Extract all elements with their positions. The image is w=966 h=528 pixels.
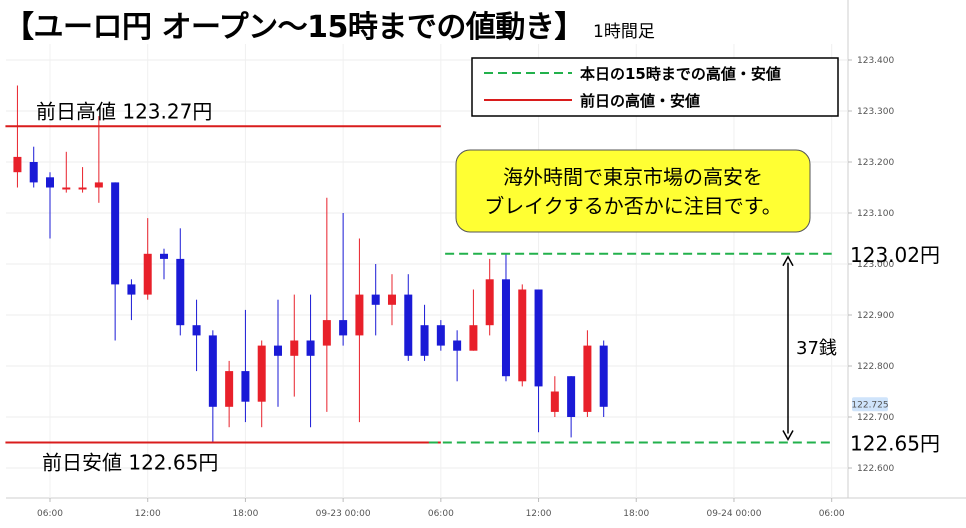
chart-subtitle: 1時間足: [593, 22, 655, 42]
candle-body: [273, 345, 282, 356]
x-tick-label: 12:00: [526, 509, 552, 519]
candle-body: [355, 294, 364, 336]
range-arrow-head-bottom: [782, 430, 794, 442]
candle-body: [436, 325, 445, 346]
today-high-label: 123.02円: [850, 243, 940, 267]
y-tick-label: 122.700: [857, 413, 894, 423]
candle-body: [485, 279, 494, 326]
candle-body: [159, 253, 168, 259]
prev-high-label: 前日高値 123.27円: [36, 99, 212, 123]
legend-label: 前日の高値・安値: [580, 92, 700, 110]
candle-body: [306, 340, 315, 356]
candle-body: [599, 345, 608, 407]
y-tick-label: 122.800: [857, 362, 894, 372]
legend-box: [471, 57, 839, 117]
chart-title-row: 【ユーロ円 オープン～15時までの値動き】 1時間足: [4, 2, 655, 45]
candle-body: [192, 325, 201, 336]
y-tick-label: 122.900: [857, 311, 894, 321]
candle-body: [469, 325, 478, 351]
callout-text-line: ブレイクするか否かに注目です。: [484, 194, 782, 218]
candle-body: [78, 187, 87, 190]
range-annotation: 37銭: [782, 255, 837, 442]
candle-body: [404, 294, 413, 356]
chart-title: 【ユーロ円 オープン～15時までの値動き】: [4, 10, 584, 45]
candle-body: [46, 177, 54, 188]
y-axis: 123.400 123.300 123.200 123.100 123.000 122.9…: [848, 56, 894, 474]
candle-body: [583, 345, 592, 412]
candle-body: [550, 391, 559, 412]
candle-body: [567, 376, 576, 417]
candle-body: [387, 294, 396, 305]
y-tick-label: 123.100: [857, 209, 894, 219]
prev-low-label: 前日安値 122.65円: [42, 451, 218, 475]
candle-body: [225, 371, 234, 407]
candle-body: [13, 156, 22, 173]
candle-body: [208, 335, 217, 407]
candles: [13, 85, 608, 443]
candle-body: [420, 325, 429, 356]
range-arrow-head-top: [782, 255, 794, 267]
candle-body: [322, 320, 331, 346]
candle-body: [534, 289, 543, 387]
x-tick-label: 18:00: [623, 509, 649, 519]
candle-body: [501, 279, 510, 377]
callout-text-line: 海外時間で東京市場の高安を: [503, 165, 763, 189]
candle-body: [143, 253, 152, 295]
callout-bg: [455, 149, 811, 233]
today-low-label: 122.65円: [850, 432, 940, 456]
y-tick-label: 123.000: [857, 260, 894, 270]
range-label: 37銭: [796, 338, 837, 359]
candle-body: [111, 182, 120, 285]
candle-body: [241, 371, 250, 402]
y-tick-label: 123.400: [857, 56, 894, 66]
current-price-badge: [852, 397, 888, 412]
current-price-label: 122.725: [851, 400, 888, 410]
x-tick-label: 09-23 00:00: [316, 509, 371, 519]
x-tick-label: 06:00: [428, 509, 454, 519]
x-tick-label: 18:00: [232, 509, 258, 519]
y-tick-label: 122.600: [857, 464, 894, 474]
x-tick-label: 06:00: [37, 509, 63, 519]
candle-body: [94, 182, 103, 188]
y-tick-label: 123.300: [857, 107, 894, 117]
grid: [6, 0, 966, 499]
x-tick-label: 12:00: [135, 509, 161, 519]
candle-body: [339, 320, 348, 336]
x-axis: 06:00 12:00 18:00 09-23 00:00 06:00 12:00 18:0…: [37, 498, 845, 519]
candle-body: [290, 340, 299, 356]
y-tick-label: 123.200: [857, 158, 894, 168]
candle-body: [371, 294, 380, 305]
candle-body: [257, 345, 266, 402]
x-tick-label: 09-24 00:00: [706, 509, 761, 519]
legend-label: 本日の15時までの高値・安値: [580, 65, 781, 83]
candle-body: [176, 258, 185, 326]
candle-body: [453, 340, 462, 351]
candle-body: [62, 187, 71, 190]
candle-body: [518, 289, 527, 382]
candle-body: [29, 162, 38, 183]
candle-body: [127, 284, 136, 295]
x-tick-label: 06:00: [819, 509, 845, 519]
